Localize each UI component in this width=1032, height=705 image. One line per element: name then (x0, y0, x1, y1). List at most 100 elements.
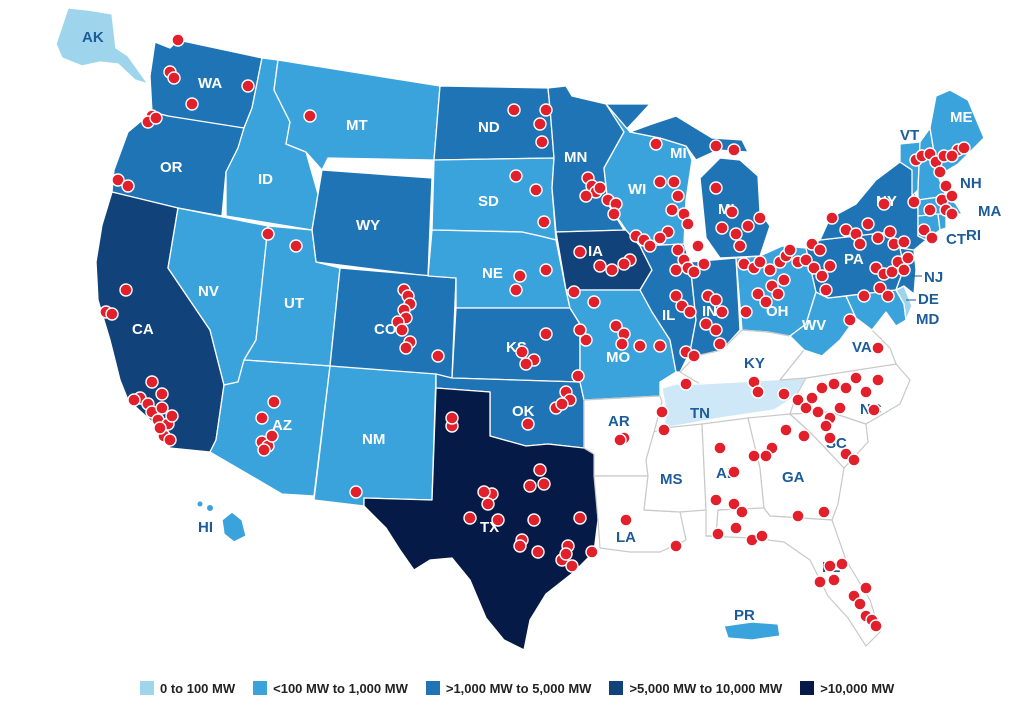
facility-marker (715, 221, 729, 235)
facility-marker (873, 281, 887, 295)
facility-marker (741, 219, 755, 233)
facility-marker (727, 465, 741, 479)
facility-marker (819, 283, 833, 297)
facility-marker (539, 263, 553, 277)
facility-marker (667, 175, 681, 189)
label-NJ: NJ (924, 269, 943, 286)
facility-marker (669, 263, 683, 277)
facility-marker (481, 497, 495, 511)
facility-marker (715, 305, 729, 319)
facility-marker (823, 431, 837, 445)
facility-marker (897, 263, 911, 277)
label-CA: CA (132, 321, 154, 338)
label-NH: NH (960, 175, 982, 192)
label-NM: NM (362, 431, 385, 448)
facility-marker (593, 181, 607, 195)
label-WY: WY (356, 217, 380, 234)
facility-marker (593, 259, 607, 273)
facility-marker (579, 333, 593, 347)
facility-marker (303, 109, 317, 123)
facility-marker (883, 225, 897, 239)
facility-marker (907, 195, 921, 209)
facility-marker (533, 117, 547, 131)
facility-marker (537, 477, 551, 491)
label-OK: OK (512, 403, 535, 420)
facility-marker (691, 239, 705, 253)
label-MI-upper: MI (670, 145, 687, 162)
facility-marker (753, 255, 767, 269)
label-WV: WV (802, 317, 826, 334)
legend-swatch (609, 681, 624, 695)
facility-marker (463, 511, 477, 525)
facility-marker (431, 349, 445, 363)
facility-marker (697, 257, 711, 271)
facility-marker (509, 169, 523, 183)
facility-marker (871, 341, 885, 355)
state-WY (311, 169, 433, 277)
facility-marker (527, 513, 541, 527)
facility-marker (121, 179, 135, 193)
facility-marker (849, 371, 863, 385)
facility-marker (655, 405, 669, 419)
facility-marker (739, 305, 753, 319)
facility-marker (791, 509, 805, 523)
facility-marker (881, 289, 895, 303)
facility-marker (289, 239, 303, 253)
label-OH: OH (766, 303, 789, 320)
legend-label: >5,000 MW to 10,000 MW (629, 680, 783, 696)
label-LA: LA (616, 529, 636, 546)
label-AK: AK (82, 29, 104, 46)
facility-marker (839, 381, 853, 395)
facility-marker (555, 397, 569, 411)
state-OR (111, 111, 245, 217)
facility-marker (119, 283, 133, 297)
facility-marker (537, 215, 551, 229)
facility-marker (751, 287, 765, 301)
facility-marker (711, 527, 725, 541)
label-PR: PR (734, 607, 755, 624)
facility-marker (643, 239, 657, 253)
label-WA: WA (198, 75, 222, 92)
facility-marker (813, 243, 827, 257)
facility-marker (771, 287, 785, 301)
facility-marker (669, 539, 683, 553)
facility-marker (145, 375, 159, 389)
label-NE: NE (482, 265, 503, 282)
facility-marker (727, 143, 741, 157)
label-ND: ND (478, 119, 500, 136)
facility-marker (833, 401, 847, 415)
facility-marker (533, 463, 547, 477)
facility-marker (729, 227, 743, 241)
facility-marker (939, 179, 953, 193)
facility-marker (945, 207, 959, 221)
facility-marker (835, 557, 849, 571)
facility-marker (567, 285, 581, 299)
facility-marker (657, 423, 671, 437)
facility-marker (513, 539, 527, 553)
label-CT: CT (946, 231, 966, 248)
facility-marker (653, 339, 667, 353)
facility-marker (897, 235, 911, 249)
facility-marker (713, 337, 727, 351)
facility-marker (111, 173, 125, 187)
facility-marker (619, 513, 633, 527)
label-VA: VA (852, 339, 872, 356)
facility-marker (633, 339, 647, 353)
facility-marker (399, 341, 413, 355)
facility-marker (683, 305, 697, 319)
facility-marker (605, 263, 619, 277)
facility-marker (679, 377, 693, 391)
facility-marker (805, 391, 819, 405)
legend-swatch (800, 681, 815, 695)
facility-marker (817, 505, 831, 519)
facility-marker (747, 449, 761, 463)
label-KY: KY (744, 355, 765, 372)
facility-marker (843, 313, 857, 327)
facility-marker (923, 203, 937, 217)
state-MS (643, 423, 707, 513)
legend-swatch (425, 681, 440, 695)
facility-marker (797, 429, 811, 443)
label-GA: GA (782, 469, 805, 486)
legend-item: >5,000 MW to 10,000 MW (609, 681, 782, 696)
label-MS: MS (660, 471, 683, 488)
